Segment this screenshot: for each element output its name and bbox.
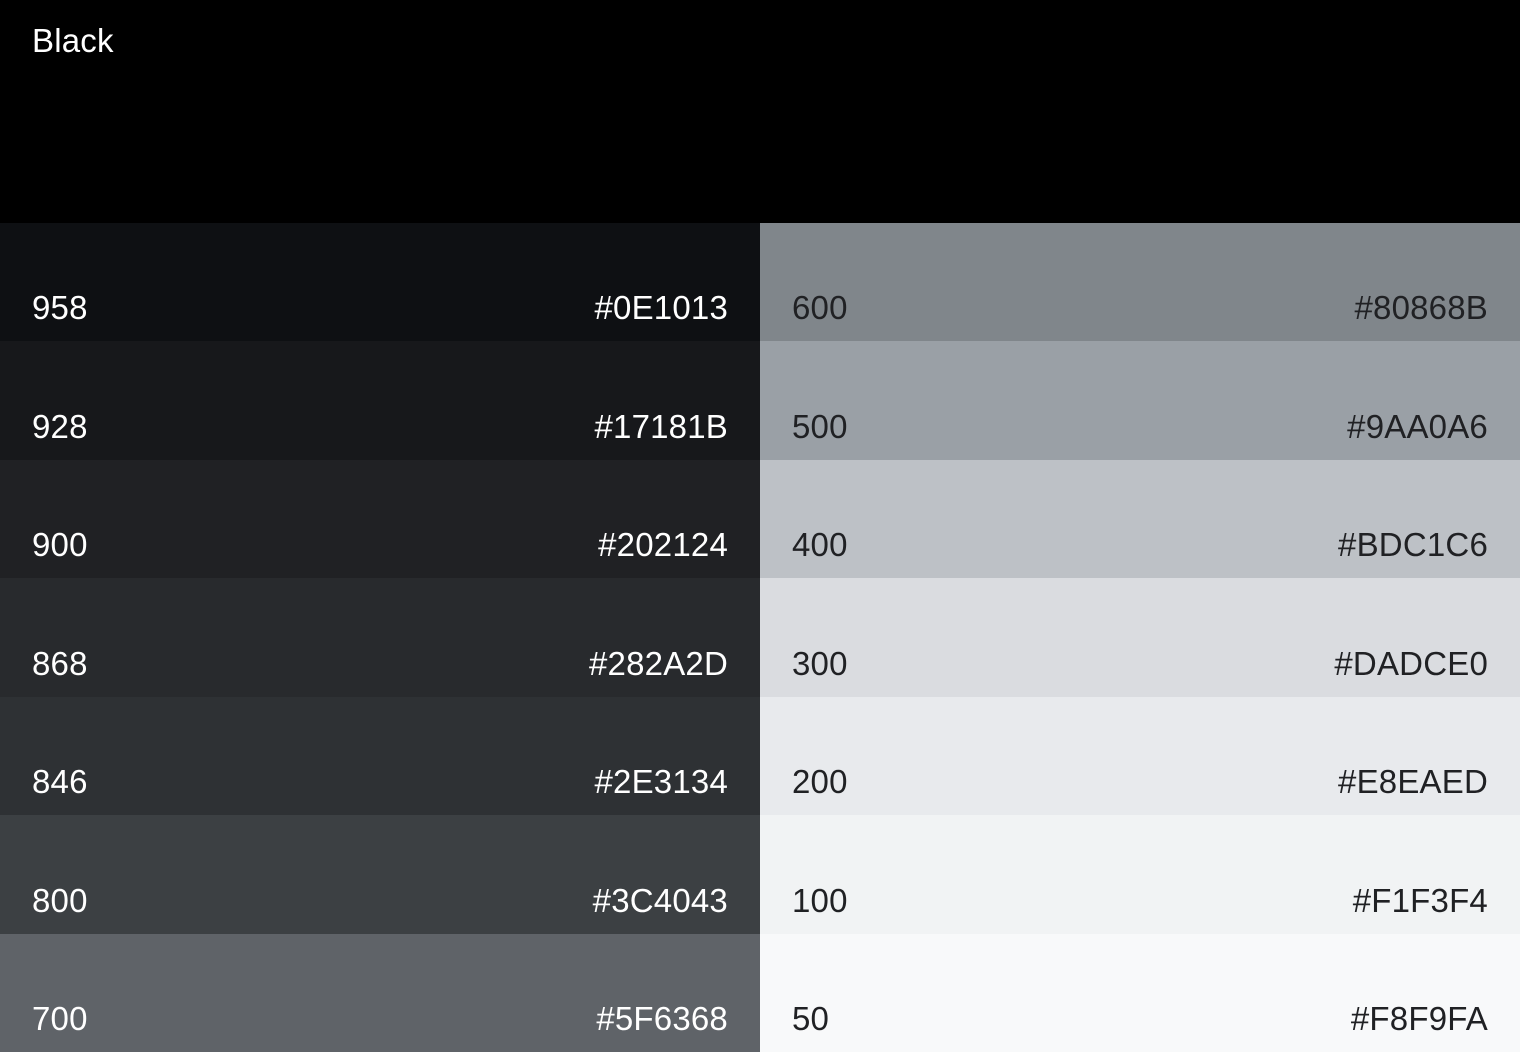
swatch-row: 846 #2E3134 bbox=[0, 696, 760, 816]
swatch-hex-label: #202124 bbox=[598, 526, 728, 564]
swatch-hex-label: #9AA0A6 bbox=[1347, 407, 1488, 445]
swatch-row: 868 #282A2D bbox=[0, 578, 760, 697]
swatch-hex-label: #17181B bbox=[594, 407, 728, 445]
swatch-row: 500 #9AA0A6 bbox=[760, 341, 1520, 460]
swatch-hex-label: #0E1013 bbox=[594, 289, 728, 327]
swatch-hex-label: #DADCE0 bbox=[1334, 644, 1488, 682]
swatch-row: 100 #F1F3F4 bbox=[760, 815, 1520, 934]
swatch-hex-label: #80868B bbox=[1354, 289, 1488, 327]
swatch-tone-label: 300 bbox=[792, 644, 848, 682]
swatch-hex-label: #5F6368 bbox=[596, 999, 728, 1037]
swatch-row: 200 #E8EAED bbox=[760, 696, 1520, 816]
swatch-tone-label: 868 bbox=[32, 644, 88, 682]
swatch-row: 700 #5F6368 bbox=[0, 933, 760, 1052]
swatch-tone-label: 400 bbox=[792, 526, 848, 564]
dark-swatch-column: 958 #0E1013 928 #17181B 900 #202124 868 … bbox=[0, 223, 760, 1052]
swatch-row: 900 #202124 bbox=[0, 459, 760, 579]
swatch-hex-label: #2E3134 bbox=[594, 763, 728, 801]
swatch-tone-label: 846 bbox=[32, 763, 88, 801]
palette-header: Black bbox=[0, 0, 1520, 223]
swatch-row: 958 #0E1013 bbox=[0, 223, 760, 342]
swatch-row: 300 #DADCE0 bbox=[760, 578, 1520, 697]
swatch-hex-label: #F1F3F4 bbox=[1352, 881, 1488, 919]
swatch-grid: 958 #0E1013 928 #17181B 900 #202124 868 … bbox=[0, 223, 1520, 1052]
swatch-tone-label: 928 bbox=[32, 407, 88, 445]
swatch-tone-label: 200 bbox=[792, 763, 848, 801]
swatch-tone-label: 900 bbox=[32, 526, 88, 564]
swatch-row: 800 #3C4043 bbox=[0, 815, 760, 934]
swatch-tone-label: 500 bbox=[792, 407, 848, 445]
swatch-hex-label: #E8EAED bbox=[1338, 763, 1488, 801]
swatch-hex-label: #BDC1C6 bbox=[1338, 526, 1488, 564]
swatch-row: 400 #BDC1C6 bbox=[760, 459, 1520, 579]
swatch-tone-label: 100 bbox=[792, 881, 848, 919]
swatch-row: 50 #F8F9FA bbox=[760, 933, 1520, 1052]
palette-title: Black bbox=[32, 22, 114, 59]
swatch-tone-label: 800 bbox=[32, 881, 88, 919]
light-swatch-column: 600 #80868B 500 #9AA0A6 400 #BDC1C6 300 … bbox=[760, 223, 1520, 1052]
swatch-hex-label: #3C4043 bbox=[592, 881, 728, 919]
swatch-hex-label: #F8F9FA bbox=[1350, 999, 1488, 1037]
swatch-row: 600 #80868B bbox=[760, 223, 1520, 342]
swatch-hex-label: #282A2D bbox=[588, 644, 728, 682]
swatch-tone-label: 600 bbox=[792, 289, 848, 327]
swatch-tone-label: 958 bbox=[32, 289, 88, 327]
swatch-tone-label: 50 bbox=[792, 999, 830, 1037]
swatch-tone-label: 700 bbox=[32, 999, 88, 1037]
swatch-row: 928 #17181B bbox=[0, 341, 760, 460]
